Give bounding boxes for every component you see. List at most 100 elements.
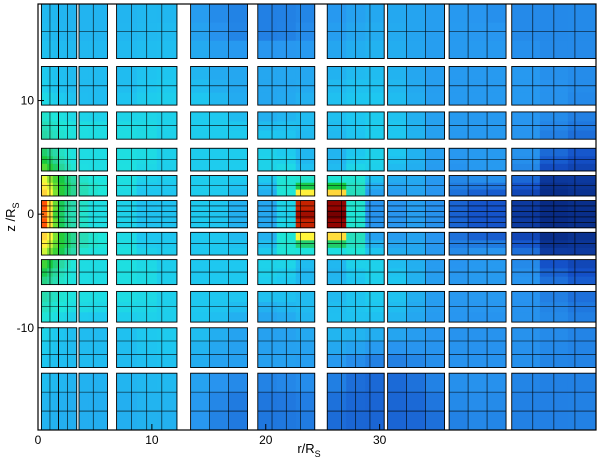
block-outline: [58, 231, 78, 256]
block-outline: [78, 147, 108, 172]
grid-block: [58, 200, 78, 229]
field-cell: [116, 354, 138, 368]
field-cell: [116, 411, 138, 431]
field-cell: [58, 392, 65, 412]
field-cell: [79, 392, 89, 412]
field-cell: [97, 209, 108, 220]
field-cell: [190, 175, 210, 183]
field-cell: [387, 373, 407, 393]
field-cell: [387, 189, 407, 197]
field-cell: [406, 111, 426, 122]
field-cell: [52, 411, 59, 431]
field-cell: [449, 411, 469, 431]
field-cell: [190, 291, 210, 303]
field-cell: [52, 163, 59, 172]
block-outline: [116, 200, 178, 229]
field-cell: [257, 209, 278, 220]
field-cell: [209, 291, 229, 303]
field-cell: [425, 247, 445, 256]
grid-block: [326, 3, 385, 59]
field-cell: [468, 163, 488, 172]
field-cell: [295, 175, 316, 183]
field-cell: [209, 311, 229, 323]
field-cell: [97, 130, 108, 140]
grid-block: [58, 3, 78, 59]
field-cell: [70, 354, 78, 368]
field-cell: [387, 411, 407, 431]
grid-block: [58, 259, 78, 286]
field-cell: [190, 4, 210, 23]
grid-block: [190, 200, 248, 229]
field-cell: [156, 189, 178, 197]
field-cell: [257, 392, 278, 412]
block-outline: [78, 111, 108, 140]
block-outline: [387, 66, 445, 106]
grid-block: [116, 175, 178, 197]
field-cell: [295, 218, 316, 229]
field-cell: [79, 209, 89, 220]
field-cell: [487, 259, 507, 269]
field-cell: [295, 259, 316, 269]
field-cell: [327, 189, 347, 197]
field-cell: [425, 40, 445, 59]
field-cell: [190, 148, 210, 157]
field-cell: [406, 232, 426, 241]
field-cell: [365, 189, 385, 197]
block-outline: [257, 259, 316, 286]
block-outline: [190, 66, 248, 106]
field-cell: [425, 111, 445, 122]
field-cell: [52, 66, 59, 80]
grid-block: [40, 66, 59, 106]
field-cell: [209, 354, 229, 368]
field-cell: [387, 148, 407, 157]
field-cell: [387, 232, 407, 241]
field-cell: [79, 111, 89, 122]
field-cell: [327, 392, 347, 412]
field-cell: [257, 148, 278, 157]
field-cell: [295, 341, 316, 355]
field-cell: [156, 411, 178, 431]
field-cell: [387, 218, 407, 229]
field-cell: [468, 327, 488, 342]
field-cell: [425, 148, 445, 157]
field-cell: [52, 111, 59, 122]
field-cell: [487, 218, 507, 229]
field-cell: [228, 327, 248, 342]
field-cell: [406, 163, 426, 172]
field-cell: [327, 411, 347, 431]
block-outline: [190, 111, 248, 140]
field-cell: [70, 66, 78, 80]
field-cell: [567, 40, 597, 59]
block-outline: [326, 175, 385, 197]
field-cell: [58, 163, 65, 172]
field-cell: [228, 111, 248, 122]
field-cell: [116, 200, 138, 211]
grid-block: [448, 372, 507, 431]
field-cell: [511, 92, 541, 106]
field-cell: [511, 189, 541, 197]
field-cell: [449, 40, 469, 59]
field-cell: [406, 189, 426, 197]
grid-block: [58, 111, 78, 140]
grid-block: [257, 175, 316, 197]
block-outline: [326, 147, 385, 172]
grid-block: [326, 147, 385, 172]
field-cell: [79, 200, 89, 211]
field-cell: [511, 209, 541, 220]
field-cell: [97, 247, 108, 256]
field-cell: [387, 354, 407, 368]
field-cell: [58, 247, 65, 256]
field-cell: [295, 354, 316, 368]
field-cell: [449, 4, 469, 23]
field-cell: [228, 163, 248, 172]
field-cell: [295, 209, 316, 220]
block-outline: [387, 327, 445, 368]
field-cell: [58, 200, 65, 211]
field-cell: [209, 40, 229, 59]
field-cell: [209, 218, 229, 229]
field-cell: [295, 311, 316, 323]
field-cell: [209, 341, 229, 355]
field-cell: [468, 4, 488, 23]
block-outline: [257, 231, 316, 256]
field-cell: [70, 218, 78, 229]
